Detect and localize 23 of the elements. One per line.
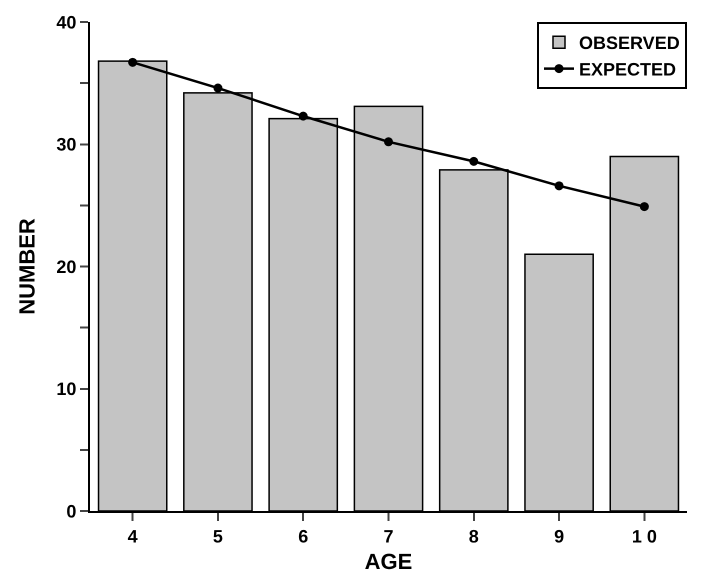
legend-label: EXPECTED	[579, 60, 676, 80]
point	[128, 58, 138, 67]
x-tick-label: 1 0	[632, 526, 657, 547]
y-axis-title: NUMBER	[14, 218, 40, 315]
point	[469, 156, 478, 166]
x-axis-title: AGE	[364, 549, 412, 574]
x-tick-label: 9	[554, 526, 564, 547]
point	[384, 137, 393, 146]
x-tick-label: 5	[212, 526, 223, 547]
point	[298, 112, 308, 121]
x-tick-label: 7	[383, 526, 394, 547]
point	[213, 84, 222, 93]
x-tick-label: 8	[468, 526, 479, 547]
y-tick-label: 20	[56, 256, 76, 277]
point	[554, 181, 564, 190]
point	[640, 202, 649, 212]
y-tick-label: 30	[56, 134, 76, 155]
y-tick-label: 10	[56, 379, 76, 400]
x-tick-label: 6	[298, 526, 308, 547]
y-tick-label: 0	[66, 501, 76, 522]
legend-label: OBSERVED	[579, 33, 680, 54]
y-tick-label: 40	[56, 12, 76, 32]
x-tick-label: 4	[128, 526, 138, 547]
